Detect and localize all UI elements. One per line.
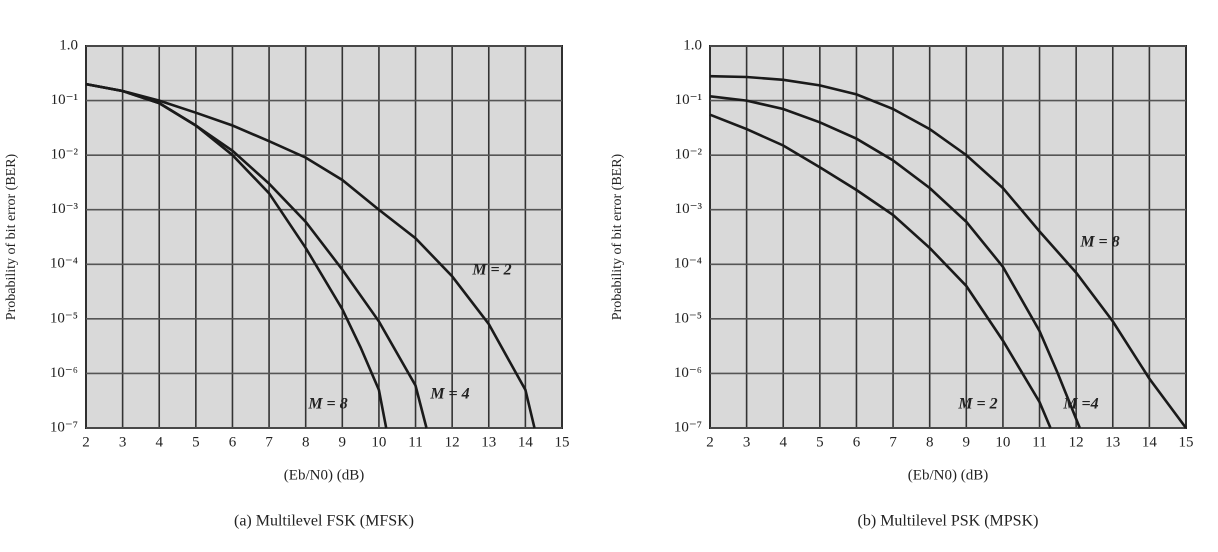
x-tick-label: 10 [371,434,386,450]
x-tick-label: 3 [743,434,751,450]
series-label: M =4 [1062,396,1098,413]
y-tick-label: 10⁻³ [675,201,703,217]
x-tick-label: 4 [779,434,787,450]
x-axis-title: (Eb/N0) (dB) [908,467,988,483]
y-tick-label: 10⁻⁶ [674,365,702,381]
x-tick-label: 12 [445,434,460,450]
x-tick-label: 5 [816,434,824,450]
x-tick-label: 2 [82,434,90,450]
x-tick-label: 2 [706,434,714,450]
y-tick-label: 10⁻¹ [51,92,78,108]
x-tick-label: 11 [408,434,422,450]
series-label: M = 8 [1079,234,1119,251]
x-tick-label: 7 [265,434,273,450]
x-tick-label: 13 [1105,434,1120,450]
y-tick-label: 10⁻⁴ [674,256,702,272]
x-tick-label: 4 [155,434,163,450]
y-tick-label: 10⁻⁴ [50,256,78,272]
series-line [709,113,1052,429]
chart-title: (b) Multilevel PSK (MPSK) [858,513,1039,530]
series-label: M = 2 [471,262,511,279]
x-tick-label: 11 [1032,434,1046,450]
y-axis-title: Probability of bit error (BER) [610,153,625,320]
x-tick-label: 5 [192,434,200,450]
x-tick-label: 3 [119,434,127,450]
x-tick-label: 15 [555,434,570,450]
y-tick-label: 10⁻⁵ [674,310,702,326]
y-tick-label: 10⁻⁷ [50,419,78,435]
x-tick-label: 14 [1142,434,1158,450]
series-line [709,95,1082,429]
y-tick-label: 10⁻⁵ [50,310,78,326]
series-line [85,82,388,429]
x-tick-label: 6 [853,434,861,450]
y-tick-label: 10⁻³ [51,201,79,217]
x-tick-label: 15 [1179,434,1194,450]
y-tick-label: 10⁻² [51,147,79,163]
x-tick-label: 10 [995,434,1010,450]
series-label: M = 8 [307,396,347,413]
y-tick-label: 10⁻² [675,147,703,163]
series-line [709,74,1188,429]
x-tick-label: 8 [926,434,934,450]
x-tick-label: 13 [481,434,496,450]
x-tick-label: 6 [229,434,237,450]
series-label: M = 4 [429,386,469,403]
x-tick-label: 8 [302,434,310,450]
x-tick-label: 12 [1069,434,1084,450]
y-tick-label: 1.0 [59,37,78,53]
x-tick-label: 7 [889,434,897,450]
y-axis-title: Probability of bit error (BER) [4,153,19,320]
x-axis-title: (Eb/N0) (dB) [284,467,364,483]
series-line [85,82,536,429]
x-tick-label: 9 [963,434,971,450]
y-tick-label: 10⁻¹ [675,92,702,108]
series-label: M = 2 [957,396,997,413]
y-tick-label: 10⁻⁶ [50,365,78,381]
chart-title: (a) Multilevel FSK (MFSK) [234,513,414,530]
plot-area [709,45,1187,429]
plot-area [85,45,563,429]
x-tick-label: 9 [339,434,347,450]
y-tick-label: 1.0 [683,37,702,53]
x-tick-label: 14 [518,434,534,450]
y-tick-label: 10⁻⁷ [674,419,702,435]
